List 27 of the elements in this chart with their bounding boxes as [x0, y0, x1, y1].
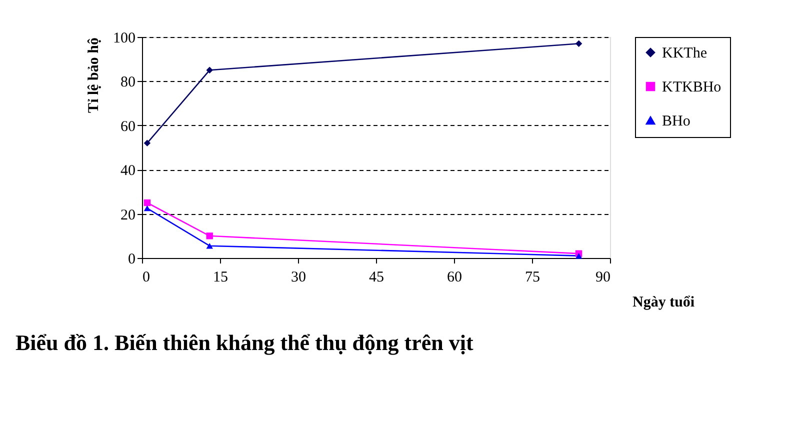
x-tick-label: 45 [369, 270, 384, 286]
x-tick-label: 30 [291, 270, 306, 286]
y-tick-label: 60 [120, 118, 136, 135]
legend-label: BHo [662, 114, 690, 130]
y-tick-label: 0 [128, 252, 136, 268]
x-tick-label: 60 [447, 270, 462, 286]
point [144, 199, 151, 206]
legend-label: KKThe [662, 46, 708, 62]
y-tick-label: 80 [120, 74, 136, 91]
x-tick-label: 90 [596, 270, 610, 286]
x-tick-label: 0 [142, 270, 150, 286]
legend-label: KTKBHo [662, 80, 722, 96]
x-tick-label: 75 [525, 270, 540, 286]
point [144, 140, 151, 146]
point [575, 252, 582, 259]
y-axis-title: Tỉ lệ bảo hộ [86, 38, 102, 113]
x-tick-label: 15 [213, 270, 228, 286]
text: Biểu đồ 1. Biến thiên kháng thể thụ động trên vịt [16, 330, 474, 355]
y-tick-label: 100 [113, 30, 136, 46]
point [144, 205, 151, 212]
point [206, 232, 213, 240]
point [206, 242, 213, 249]
point [575, 40, 582, 47]
y-tick-label: 40 [120, 163, 136, 180]
x-axis-title: Ngày tuổi [632, 294, 695, 310]
y-tick-label: 20 [120, 207, 136, 224]
point [206, 66, 213, 74]
